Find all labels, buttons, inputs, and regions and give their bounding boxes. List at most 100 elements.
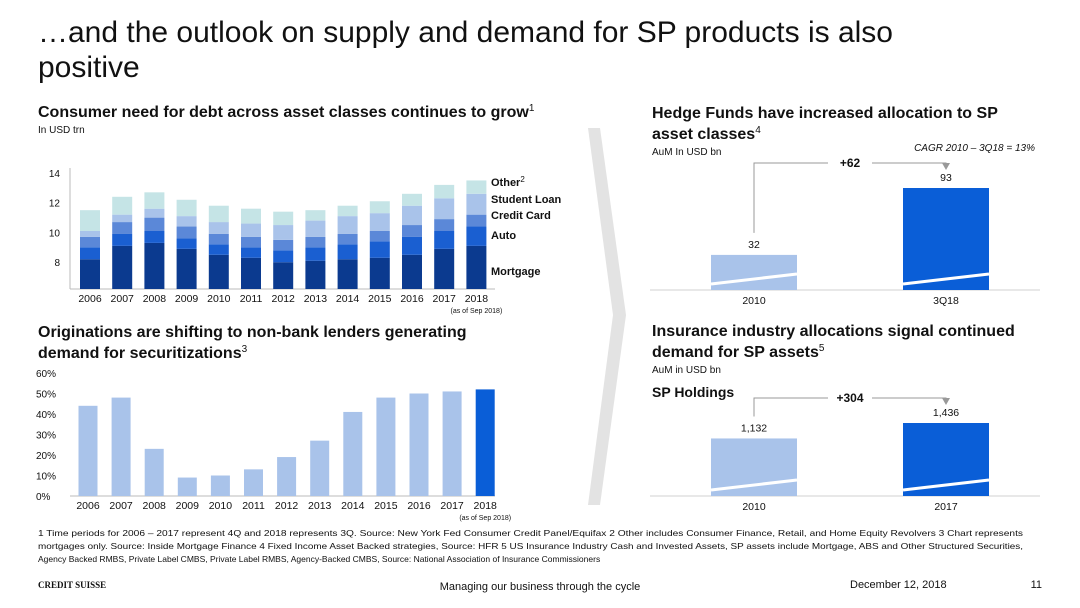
bar <box>711 254 797 290</box>
footnote-ref: 5 <box>819 343 825 354</box>
change-bg <box>828 154 872 170</box>
legend-label: Other2 <box>491 175 525 189</box>
x-tick-label: 2008 <box>143 500 167 512</box>
divider <box>588 128 626 505</box>
bar-segment <box>434 198 455 220</box>
bar-segment <box>434 248 455 289</box>
x-tick-label: 2009 <box>176 500 200 512</box>
bar-segment <box>241 236 261 248</box>
bar <box>475 389 495 496</box>
bar-segment <box>337 244 358 260</box>
x-tick-label: 2013 <box>308 500 332 512</box>
change-label: +62 <box>840 156 861 170</box>
bar <box>409 393 429 496</box>
value-label: 1,132 <box>741 422 767 434</box>
legend-text: Mortgage <box>491 266 541 278</box>
bar-segment <box>337 233 358 245</box>
bar-segment <box>241 223 261 237</box>
y-tick-label: 40% <box>36 410 56 421</box>
slide-title: positive <box>38 51 140 84</box>
bar-segment <box>176 216 197 227</box>
bar <box>78 405 98 496</box>
x-tick-label: 2017 <box>433 293 457 305</box>
footer-text: Managing our business through the cycle <box>440 581 641 593</box>
bar-segment <box>273 225 294 240</box>
bar-segment <box>273 250 294 263</box>
x-tick-label: 2014 <box>336 293 360 305</box>
bar-segment <box>466 245 487 289</box>
bar-stripe <box>710 478 798 492</box>
chart-title: Consumer need for debt across asset clas… <box>38 103 535 121</box>
chart-subtitle: AuM in USD bn <box>652 365 721 376</box>
footnote: Agency Backed RMBS, Private Label CMBS, … <box>38 554 600 564</box>
bar-stripe <box>710 272 798 286</box>
x-tick-label: 2007 <box>111 293 135 305</box>
x-tick-label: 2015 <box>368 293 392 305</box>
chart-label: SP Holdings <box>652 384 734 400</box>
bar-segment <box>112 214 133 223</box>
chart-title-line: demand for SP assets <box>652 344 819 361</box>
x-tick-label: 2010 <box>742 295 766 307</box>
bar-segment <box>208 244 229 255</box>
bar-segment <box>305 210 326 221</box>
bar-segment <box>434 219 455 231</box>
change-label: +304 <box>836 391 863 405</box>
slide-title: …and the outlook on supply and demand fo… <box>38 16 893 49</box>
bar-segment <box>144 192 165 209</box>
bar-segment <box>337 259 358 289</box>
bar-segment <box>208 254 229 289</box>
x-tick-label: 2010 <box>209 500 233 512</box>
x-tick-label: 2007 <box>109 500 133 512</box>
bar <box>277 457 297 496</box>
chart-title: asset classes4 <box>652 125 761 143</box>
legend-text: Student Loan <box>491 194 562 206</box>
bar-segment <box>305 220 326 237</box>
legend-label: Credit Card <box>491 210 551 222</box>
x-tick-label: 2006 <box>76 500 100 512</box>
x-tick-label: 2011 <box>242 500 265 512</box>
logo: CREDIT SUISSE <box>38 580 106 590</box>
bar-segment <box>369 201 390 214</box>
bar-segment <box>273 239 294 251</box>
bar-segment <box>369 231 390 242</box>
change-bg <box>828 389 872 405</box>
bar <box>210 475 230 496</box>
bar-segment <box>112 196 133 215</box>
chart-title: Originations are shifting to non-bank le… <box>38 324 466 341</box>
bar-segment <box>241 208 261 224</box>
bar-segment <box>466 214 487 227</box>
legend-label: Mortgage <box>491 266 541 278</box>
annotation: CAGR 2010 – 3Q18 = 13% <box>914 143 1035 154</box>
bar-segment <box>402 225 422 237</box>
bar <box>343 411 363 496</box>
bar-segment <box>273 262 294 289</box>
bar-segment <box>208 222 229 234</box>
chart-title-line: asset classes <box>652 126 755 143</box>
y-tick-label: 8 <box>54 258 60 269</box>
bar-segment <box>144 208 165 218</box>
x-tick-label: 2010 <box>742 501 766 513</box>
x-tick-label: 2016 <box>400 293 424 305</box>
x-tick-label: 2012 <box>272 293 296 305</box>
x-tick-label: 2012 <box>275 500 299 512</box>
chart-subtitle: In USD trn <box>38 125 85 136</box>
x-tick-label: 2006 <box>78 293 102 305</box>
y-tick-label: 20% <box>36 451 56 462</box>
bar-segment <box>80 247 100 260</box>
bar-segment <box>112 245 133 289</box>
bar-segment <box>80 236 100 248</box>
chart-title-line: Consumer need for debt across asset clas… <box>38 104 529 121</box>
footer-date: December 12, 2018 <box>850 579 947 591</box>
bar <box>903 188 989 290</box>
bar-segment <box>434 184 455 199</box>
x-tick-label: 2015 <box>374 500 398 512</box>
x-tick-label: 2009 <box>175 293 199 305</box>
arrow-head <box>942 163 950 170</box>
bar-segment <box>402 205 422 226</box>
legend-label: Auto <box>491 230 516 242</box>
y-tick-label: 60% <box>36 369 56 380</box>
bar-segment <box>466 193 487 215</box>
bar-segment <box>369 213 390 231</box>
value-label: 1,436 <box>933 407 959 419</box>
chart-title: Hedge Funds have increased allocation to… <box>652 105 998 122</box>
